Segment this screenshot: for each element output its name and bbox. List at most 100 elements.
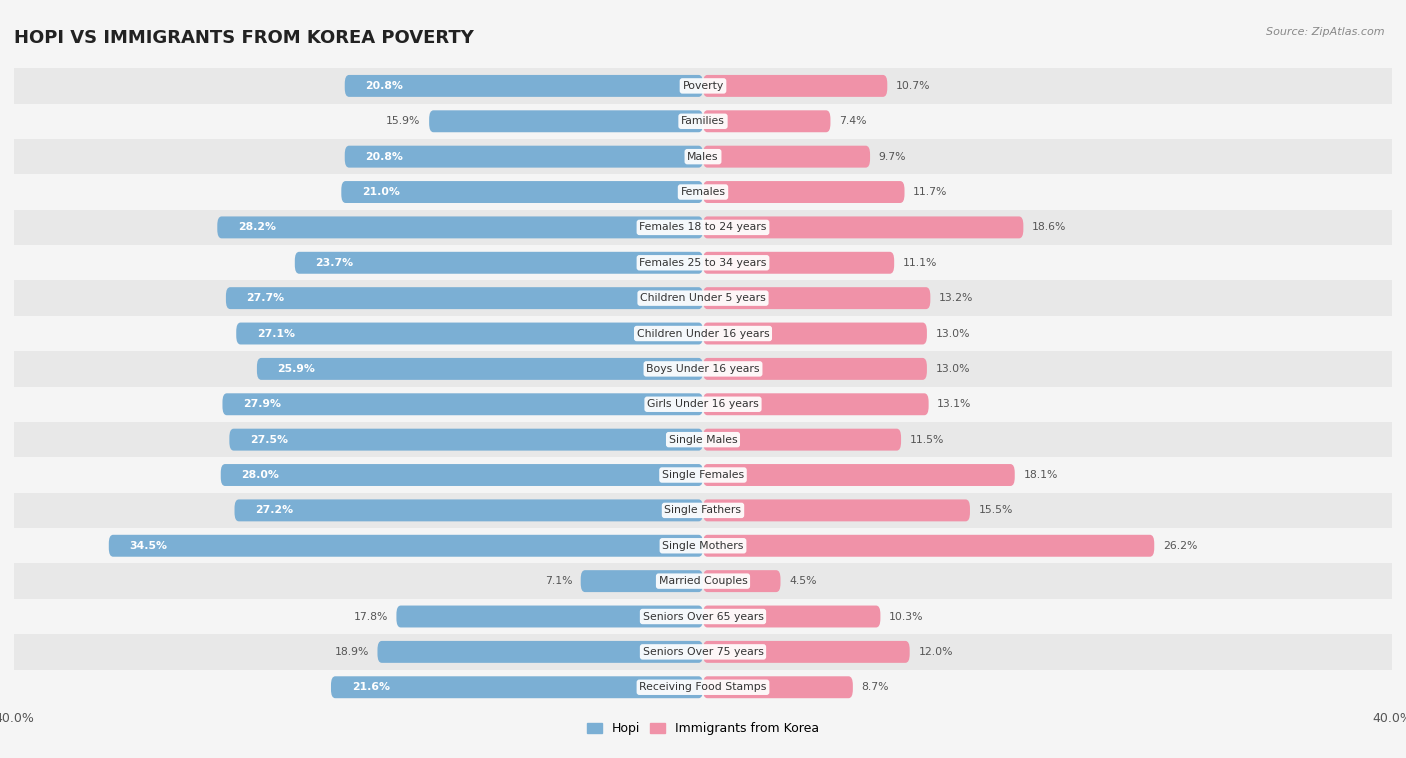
FancyBboxPatch shape [703,146,870,168]
FancyBboxPatch shape [703,429,901,450]
FancyBboxPatch shape [703,570,780,592]
Text: 25.9%: 25.9% [277,364,315,374]
Text: Females 25 to 34 years: Females 25 to 34 years [640,258,766,268]
Bar [14,422,1392,457]
FancyBboxPatch shape [377,641,703,662]
Text: 11.5%: 11.5% [910,434,943,445]
FancyBboxPatch shape [257,358,703,380]
Text: 23.7%: 23.7% [315,258,353,268]
FancyBboxPatch shape [396,606,703,628]
FancyBboxPatch shape [581,570,703,592]
Text: Children Under 5 years: Children Under 5 years [640,293,766,303]
Bar [14,245,1392,280]
FancyBboxPatch shape [330,676,703,698]
Text: 10.7%: 10.7% [896,81,931,91]
Text: 34.5%: 34.5% [129,540,167,551]
FancyBboxPatch shape [218,217,703,238]
Bar [14,528,1392,563]
Text: 27.7%: 27.7% [246,293,284,303]
Bar [14,104,1392,139]
Bar [14,174,1392,210]
Text: Single Males: Single Males [669,434,737,445]
Text: 27.2%: 27.2% [256,506,294,515]
Text: 15.5%: 15.5% [979,506,1012,515]
Text: Single Mothers: Single Mothers [662,540,744,551]
Text: 18.6%: 18.6% [1032,222,1066,233]
FancyBboxPatch shape [221,464,703,486]
FancyBboxPatch shape [703,252,894,274]
Bar [14,493,1392,528]
FancyBboxPatch shape [703,111,831,132]
FancyBboxPatch shape [344,75,703,97]
Text: Single Females: Single Females [662,470,744,480]
FancyBboxPatch shape [236,323,703,344]
FancyBboxPatch shape [703,323,927,344]
Text: 28.0%: 28.0% [242,470,280,480]
FancyBboxPatch shape [703,358,927,380]
Bar [14,316,1392,351]
FancyBboxPatch shape [703,393,928,415]
Text: Males: Males [688,152,718,161]
Legend: Hopi, Immigrants from Korea: Hopi, Immigrants from Korea [582,717,824,740]
Bar [14,387,1392,422]
FancyBboxPatch shape [235,500,703,522]
FancyBboxPatch shape [229,429,703,450]
FancyBboxPatch shape [429,111,703,132]
Text: 11.1%: 11.1% [903,258,938,268]
Text: Source: ZipAtlas.com: Source: ZipAtlas.com [1267,27,1385,36]
Bar [14,599,1392,634]
Text: Boys Under 16 years: Boys Under 16 years [647,364,759,374]
Text: 9.7%: 9.7% [879,152,907,161]
FancyBboxPatch shape [108,535,703,556]
FancyBboxPatch shape [703,217,1024,238]
FancyBboxPatch shape [703,641,910,662]
FancyBboxPatch shape [226,287,703,309]
Text: 10.3%: 10.3% [889,612,924,622]
Text: 8.7%: 8.7% [862,682,889,692]
Text: 11.7%: 11.7% [912,187,948,197]
Text: 21.6%: 21.6% [352,682,389,692]
Text: 13.0%: 13.0% [935,364,970,374]
Text: Receiving Food Stamps: Receiving Food Stamps [640,682,766,692]
Text: 13.1%: 13.1% [938,399,972,409]
FancyBboxPatch shape [342,181,703,203]
Text: 18.9%: 18.9% [335,647,368,657]
Text: 27.9%: 27.9% [243,399,281,409]
Bar [14,139,1392,174]
Text: Seniors Over 75 years: Seniors Over 75 years [643,647,763,657]
Text: 20.8%: 20.8% [366,152,404,161]
Bar [14,280,1392,316]
Text: 12.0%: 12.0% [918,647,953,657]
FancyBboxPatch shape [703,181,904,203]
Text: Girls Under 16 years: Girls Under 16 years [647,399,759,409]
FancyBboxPatch shape [295,252,703,274]
Text: Females 18 to 24 years: Females 18 to 24 years [640,222,766,233]
Bar [14,457,1392,493]
Bar [14,210,1392,245]
Text: Poverty: Poverty [682,81,724,91]
Text: 13.0%: 13.0% [935,328,970,339]
Text: 18.1%: 18.1% [1024,470,1057,480]
Text: Females: Females [681,187,725,197]
FancyBboxPatch shape [344,146,703,168]
FancyBboxPatch shape [703,464,1015,486]
Text: 20.8%: 20.8% [366,81,404,91]
Text: Single Fathers: Single Fathers [665,506,741,515]
FancyBboxPatch shape [703,287,931,309]
FancyBboxPatch shape [703,606,880,628]
Text: 28.2%: 28.2% [238,222,276,233]
Text: 17.8%: 17.8% [353,612,388,622]
Bar [14,351,1392,387]
Bar [14,563,1392,599]
Bar [14,634,1392,669]
FancyBboxPatch shape [703,676,853,698]
Text: HOPI VS IMMIGRANTS FROM KOREA POVERTY: HOPI VS IMMIGRANTS FROM KOREA POVERTY [14,29,474,47]
Text: 21.0%: 21.0% [361,187,399,197]
Text: 4.5%: 4.5% [789,576,817,586]
Text: Families: Families [681,116,725,127]
Bar [14,68,1392,104]
Text: 13.2%: 13.2% [939,293,973,303]
Text: 26.2%: 26.2% [1163,540,1198,551]
Text: Children Under 16 years: Children Under 16 years [637,328,769,339]
Text: 7.4%: 7.4% [839,116,866,127]
